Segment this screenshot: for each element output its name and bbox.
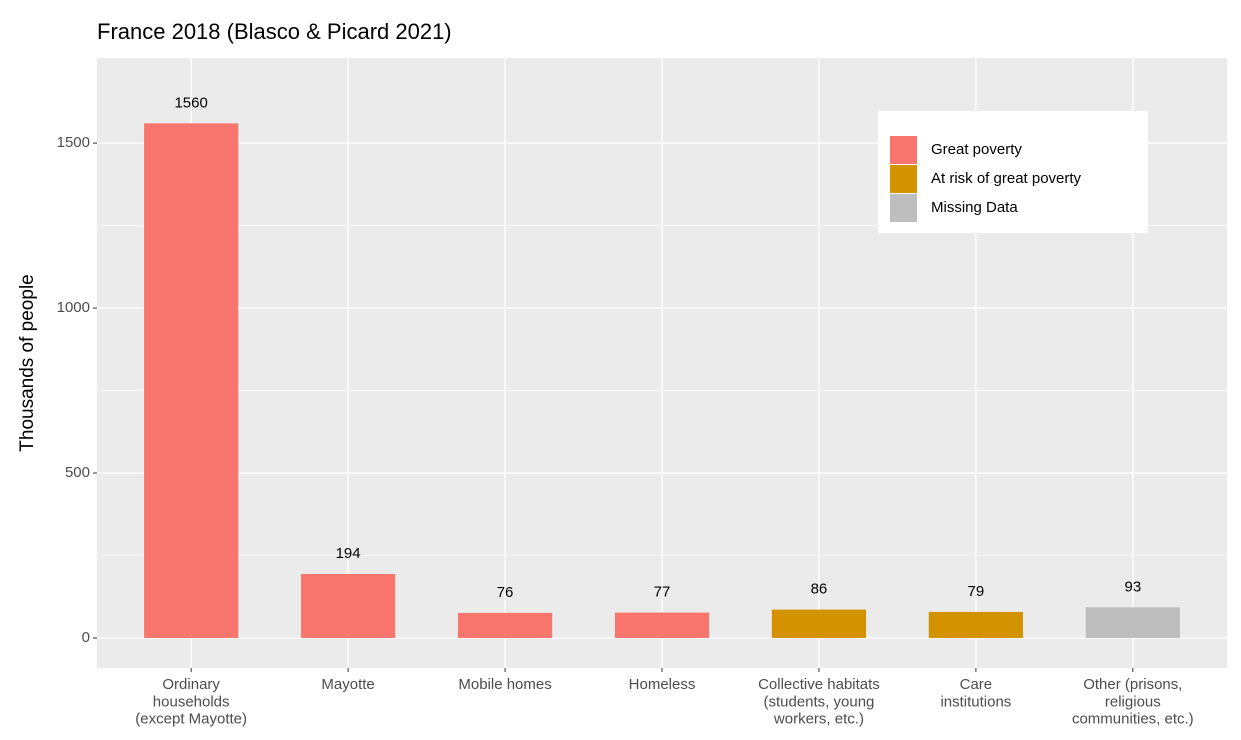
y-tick-label: 1500 — [57, 134, 90, 151]
value-label: 1560 — [174, 94, 207, 111]
chart-title: France 2018 (Blasco & Picard 2021) — [97, 19, 452, 44]
bar — [614, 612, 710, 638]
x-tick-label: Other (prisons, religious communities, etc… — [1072, 676, 1194, 728]
value-label: 86 — [811, 581, 828, 598]
y-tick-label: 1000 — [57, 299, 90, 316]
value-label: 76 — [497, 584, 514, 601]
value-label: 77 — [654, 584, 671, 601]
legend-key — [890, 136, 917, 164]
legend-box — [878, 111, 1148, 233]
value-label: 194 — [336, 545, 361, 562]
legend-key — [890, 165, 917, 193]
x-tick-label: Mobile homes — [458, 676, 551, 693]
bar — [771, 609, 867, 638]
bar — [1085, 607, 1180, 638]
bar — [301, 573, 396, 638]
value-label: 93 — [1124, 578, 1141, 595]
x-tick-label: Mayotte — [321, 676, 374, 693]
y-axis-label: Thousands of people — [17, 274, 38, 451]
x-tick-label: Collective habitats (students, young worke… — [758, 676, 880, 728]
x-tick-label: Homeless — [629, 676, 696, 693]
value-label: 79 — [968, 583, 985, 600]
legend-label: Great poverty — [931, 141, 1022, 158]
x-tick-label: Care institutions — [940, 676, 1011, 710]
y-tick-label: 0 — [82, 629, 90, 646]
x-tick-label: Ordinary households (except Mayotte) — [135, 676, 247, 728]
legend-key — [890, 194, 917, 222]
legend-label: At risk of great poverty — [931, 170, 1082, 187]
bar — [457, 612, 553, 638]
bar — [144, 123, 239, 638]
bar — [928, 611, 1023, 638]
legend-label: Missing Data — [931, 199, 1018, 216]
y-tick-label: 500 — [65, 464, 90, 481]
